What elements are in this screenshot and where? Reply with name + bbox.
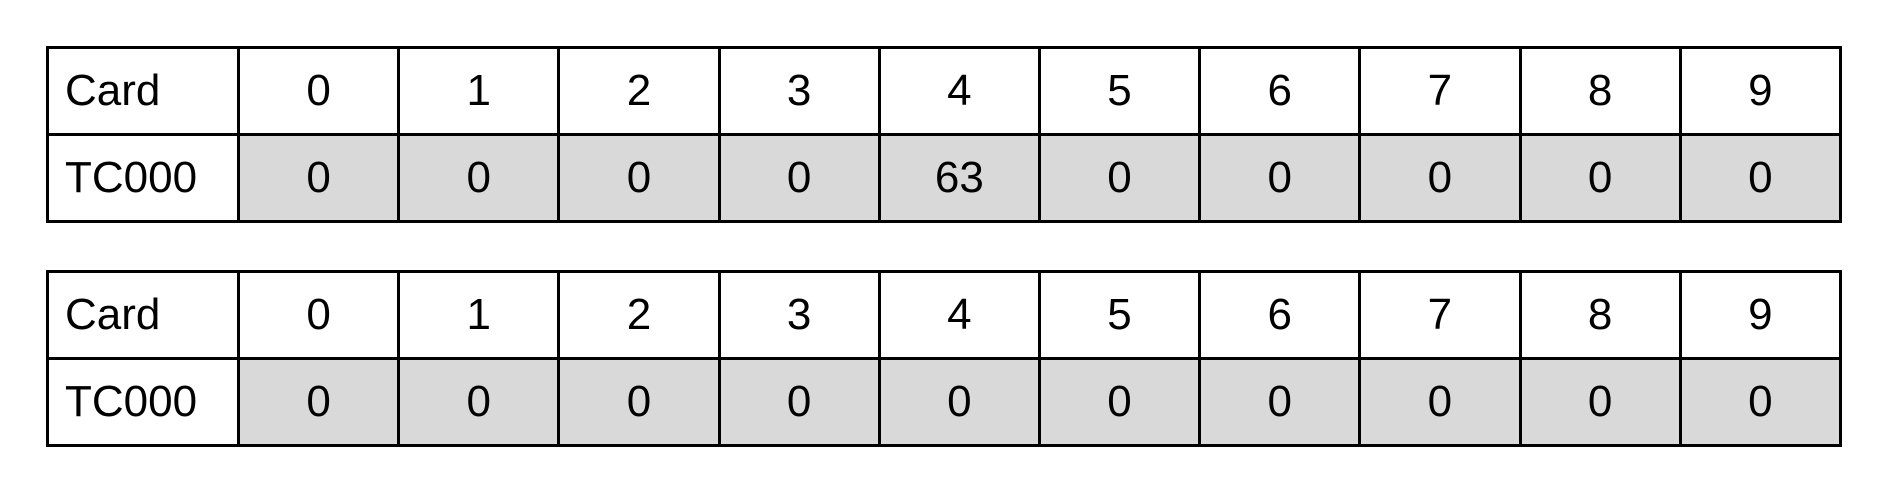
value-cell: 0: [236, 357, 401, 447]
header-label: Card: [46, 270, 240, 360]
column-header: 4: [877, 46, 1041, 136]
column-header: 8: [1518, 270, 1682, 360]
column-header: 5: [1037, 46, 1202, 136]
column-header: 2: [557, 46, 721, 136]
column-header: 2: [557, 270, 721, 360]
value-cell: 0: [557, 357, 721, 447]
column-header: 7: [1358, 46, 1522, 136]
column-header: 4: [877, 270, 1041, 360]
column-header: 8: [1518, 46, 1682, 136]
card-table-1: Card 0 1 2 3 4 5 6 7 8 9 TC000 0 0 0 0 63 0 0 0 0 0: [46, 46, 1843, 223]
column-header: 9: [1678, 46, 1843, 136]
column-header: 0: [236, 270, 401, 360]
value-cell: 0: [717, 357, 881, 447]
value-cell: 0: [1678, 357, 1843, 447]
value-cell: 0: [236, 133, 401, 223]
column-header: 6: [1198, 270, 1362, 360]
card-table-2: Card 0 1 2 3 4 5 6 7 8 9 TC000 0 0 0 0 0 0 0 0 0 0: [46, 270, 1843, 447]
header-label: Card: [46, 46, 240, 136]
row-label: TC000: [46, 133, 240, 223]
data-row: TC000 0 0 0 0 0 0 0 0 0 0: [46, 357, 1843, 447]
column-header: 3: [717, 270, 881, 360]
column-header: 9: [1678, 270, 1843, 360]
value-cell: 0: [557, 133, 721, 223]
value-cell: 0: [1198, 133, 1362, 223]
value-cell: 0: [1037, 357, 1202, 447]
value-cell: 0: [1198, 357, 1362, 447]
value-cell: 0: [1358, 357, 1522, 447]
column-header: 1: [397, 270, 561, 360]
header-row: Card 0 1 2 3 4 5 6 7 8 9: [46, 46, 1843, 136]
value-cell: 0: [1037, 133, 1202, 223]
column-header: 0: [236, 46, 401, 136]
value-cell: 0: [1518, 133, 1682, 223]
value-cell: 0: [717, 133, 881, 223]
column-header: 3: [717, 46, 881, 136]
value-cell: 0: [1358, 133, 1522, 223]
column-header: 1: [397, 46, 561, 136]
value-cell: 0: [877, 357, 1041, 447]
value-cell: 0: [1518, 357, 1682, 447]
row-label: TC000: [46, 357, 240, 447]
value-cell: 63: [877, 133, 1041, 223]
column-header: 6: [1198, 46, 1362, 136]
header-row: Card 0 1 2 3 4 5 6 7 8 9: [46, 270, 1843, 360]
value-cell: 0: [1678, 133, 1843, 223]
column-header: 5: [1037, 270, 1202, 360]
column-header: 7: [1358, 270, 1522, 360]
value-cell: 0: [397, 133, 561, 223]
value-cell: 0: [397, 357, 561, 447]
data-row: TC000 0 0 0 0 63 0 0 0 0 0: [46, 133, 1843, 223]
